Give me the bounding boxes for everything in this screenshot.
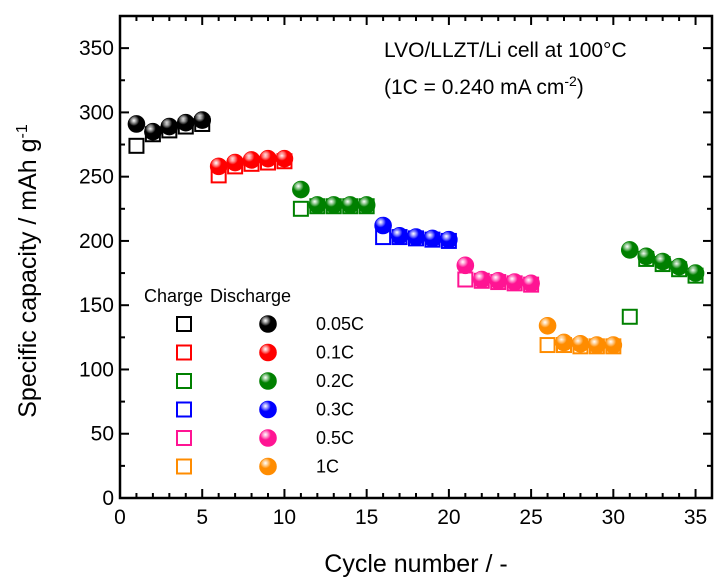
x-tick-label: 25 (519, 506, 542, 529)
y-axis-title-main: Specific capacity / mAh g (14, 138, 42, 417)
discharge-point (522, 274, 540, 293)
discharge-point (144, 122, 162, 141)
y-tick-label: 150 (79, 294, 114, 317)
charge-point (292, 200, 309, 217)
discharge-point (226, 153, 244, 172)
discharge-point (374, 216, 392, 235)
discharge-point (670, 257, 688, 276)
x-tick-label: 15 (355, 506, 378, 529)
discharge-point (308, 196, 327, 214)
legend-header-discharge: Discharge (210, 286, 291, 306)
x-tick-label: 30 (602, 506, 625, 529)
discharge-point (456, 256, 475, 275)
legend-discharge-marker (259, 372, 277, 390)
x-axis-title: Cycle number / - (324, 550, 507, 578)
discharge-point (275, 149, 294, 168)
discharge-point (571, 334, 590, 353)
discharge-point (588, 336, 606, 354)
annotation-rate-definition-close: ) (577, 76, 584, 99)
legend-discharge-marker (259, 315, 277, 333)
y-tick-label: 250 (79, 166, 114, 189)
y-tick-label: 200 (79, 230, 114, 253)
annotation-rate-definition-superscript: -2 (564, 73, 577, 89)
y-tick-label: 0 (102, 487, 114, 510)
legend-discharge-marker (259, 457, 277, 476)
discharge-point (357, 196, 376, 214)
y-tick-label: 100 (79, 358, 114, 381)
legend-charge-marker (176, 316, 192, 332)
x-tick-label: 0 (114, 506, 126, 529)
legend-label: 0.1C (316, 343, 354, 363)
discharge-point (637, 247, 656, 266)
discharge-point (620, 241, 639, 259)
legend-label: 1C (316, 457, 339, 477)
discharge-point (209, 157, 228, 176)
y-axis-title-superscript: -1 (14, 124, 31, 138)
legend-charge-marker (176, 458, 192, 475)
legend-discharge-marker (259, 343, 277, 362)
legend-discharge-marker (259, 429, 277, 447)
discharge-point (538, 316, 557, 335)
legend-charge-marker (176, 373, 192, 389)
annotation-cell-description: LVO/LLZT/Li cell at 100°C (384, 39, 627, 62)
discharge-point (423, 229, 442, 248)
discharge-point (686, 264, 705, 282)
charge-point (128, 137, 145, 154)
discharge-point (324, 196, 343, 214)
legend-header-charge: Charge (144, 286, 203, 306)
legend-label: 0.05C (316, 314, 364, 334)
discharge-point (341, 196, 360, 214)
charge-point (539, 337, 556, 354)
discharge-point (440, 230, 458, 249)
discharge-point (604, 336, 623, 354)
legend: 0.05C 0.1C 0.2C 0.3C 0.5C 1C (176, 314, 364, 477)
discharge-point (176, 113, 195, 132)
discharge-point (193, 111, 212, 129)
discharge-point (505, 273, 524, 291)
charge-point (621, 308, 638, 325)
discharge-point (390, 226, 409, 245)
discharge-point (127, 115, 146, 133)
legend-label: 0.3C (316, 400, 354, 420)
discharge-point (160, 117, 179, 136)
discharge-point (407, 228, 425, 246)
legend-charge-marker (176, 401, 192, 418)
charge-point (457, 271, 474, 288)
legend-charge-marker (176, 344, 192, 361)
discharge-point (653, 252, 672, 271)
legend-label: 0.2C (316, 371, 354, 391)
y-tick-label: 300 (79, 101, 114, 124)
discharge-point (472, 270, 491, 289)
annotation-rate-definition: (1C = 0.240 mA cm-2) (384, 73, 584, 99)
x-tick-label: 10 (273, 506, 296, 529)
discharge-point (292, 180, 310, 199)
legend-discharge-marker (259, 400, 277, 419)
legend-charge-marker (176, 430, 192, 446)
legend-label: 0.5C (316, 428, 354, 448)
annotation-rate-definition-main: (1C = 0.240 mA cm (384, 76, 564, 99)
discharge-point (555, 333, 573, 352)
y-axis-title: Specific capacity / mAh g-1 (14, 124, 42, 418)
discharge-point (489, 271, 508, 290)
x-tick-label: 20 (437, 506, 460, 529)
data-marks-layer (127, 111, 705, 355)
y-tick-label: 350 (79, 37, 114, 60)
discharge-point (242, 151, 261, 169)
x-tick-label: 35 (684, 506, 707, 529)
y-tick-label: 50 (91, 423, 114, 446)
x-tick-label: 5 (196, 506, 208, 529)
discharge-point (259, 149, 277, 168)
